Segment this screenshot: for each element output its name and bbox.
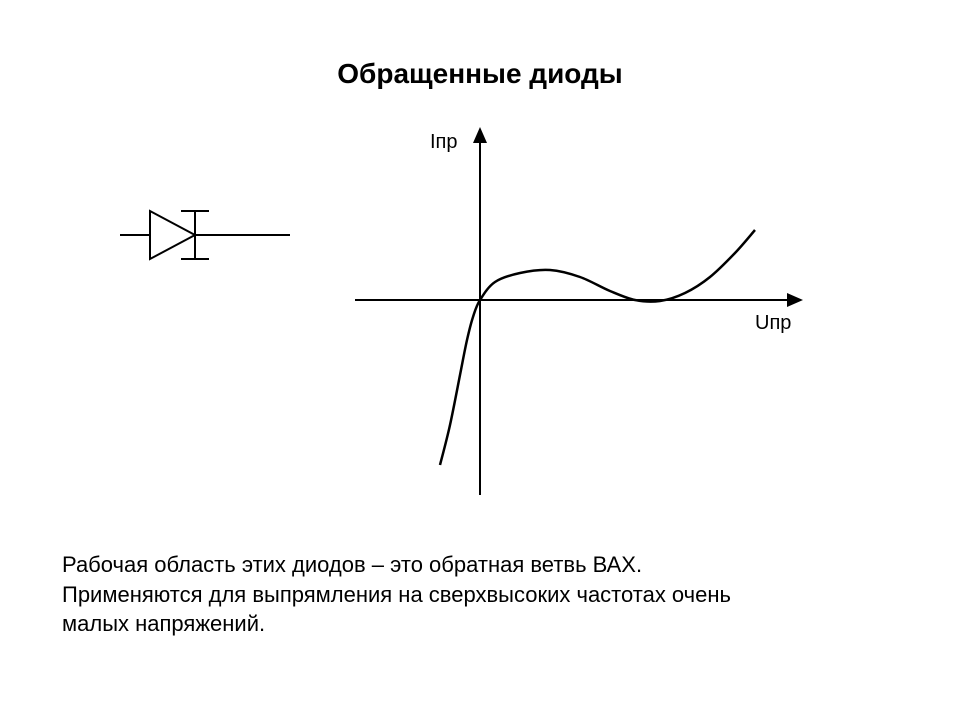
body-line: Применяются для выпрямления на сверхвысо… (62, 580, 902, 610)
body-line: малых напряжений. (62, 609, 902, 639)
body-text: Рабочая область этих диодов – это обратн… (62, 550, 902, 639)
diode-symbol (120, 195, 290, 275)
chart-axes (355, 127, 803, 495)
iv-curve (440, 230, 755, 465)
slide: Обращенные диоды Iпр Uпр Рабочая область… (0, 0, 960, 720)
iv-chart (345, 125, 805, 505)
x-axis-label: Uпр (755, 312, 791, 335)
slide-title: Обращенные диоды (0, 58, 960, 90)
body-line: Рабочая область этих диодов – это обратн… (62, 550, 902, 580)
diode-symbol-lines (120, 211, 290, 259)
y-axis-label: Iпр (430, 131, 458, 154)
